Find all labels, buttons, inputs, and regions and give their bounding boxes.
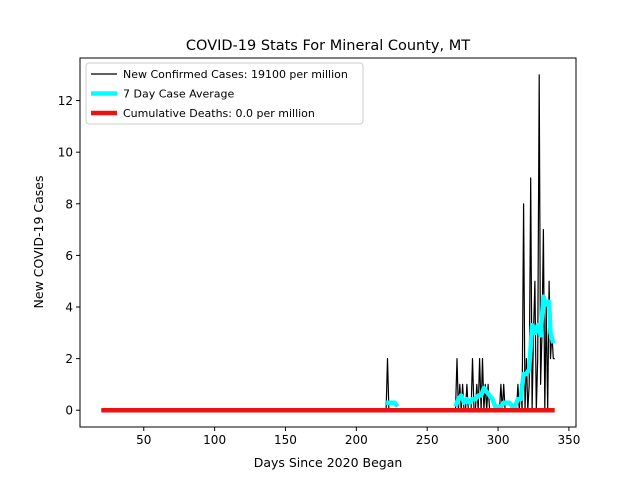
y-tick-label: 10 [58,146,73,160]
legend-label: New Confirmed Cases: 19100 per million [123,68,348,81]
y-tick-label: 6 [65,249,73,263]
x-axis-label: Days Since 2020 Began [254,455,403,470]
y-tick-label: 12 [58,94,73,108]
x-tick-label: 150 [274,433,297,447]
y-axis-label: New COVID-19 Cases [31,176,46,309]
x-tick-label: 250 [416,433,439,447]
x-tick-label: 300 [487,433,510,447]
legend: New Confirmed Cases: 19100 per million 7 … [86,63,363,124]
x-tick-label: 200 [345,433,368,447]
legend-label: Cumulative Deaths: 0.0 per million [123,107,315,120]
chart-title: COVID-19 Stats For Mineral County, MT [186,38,470,54]
y-tick-label: 4 [65,301,73,315]
y-tick-label: 8 [65,197,73,211]
y-tick-label: 2 [65,352,73,366]
x-tick-label: 50 [136,433,151,447]
legend-label: 7 Day Case Average [123,88,235,101]
y-tick-label: 0 [65,404,73,418]
x-tick-label: 350 [557,433,580,447]
x-tick-label: 100 [203,433,226,447]
